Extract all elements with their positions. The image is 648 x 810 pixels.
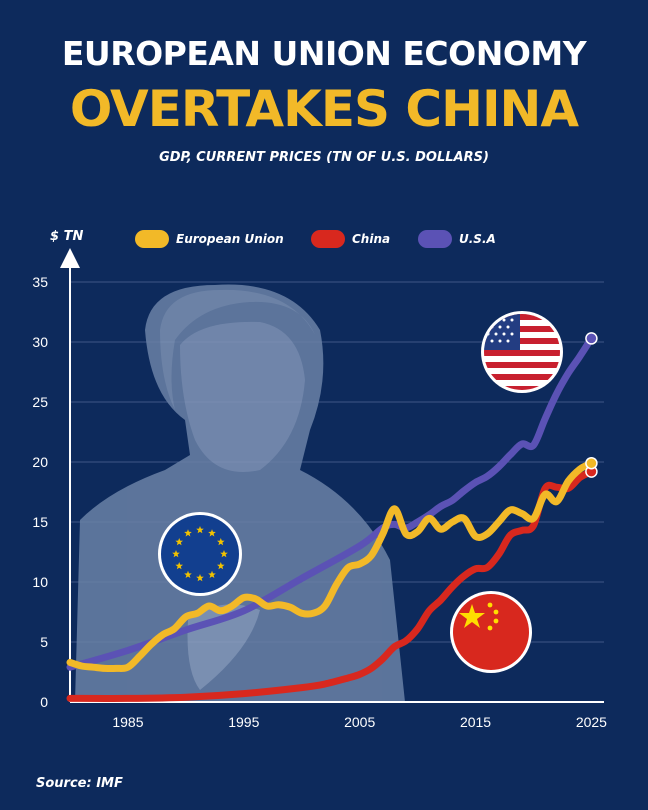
x-tick-label: 2015 — [460, 714, 491, 730]
legend-label-eu: European Union — [176, 232, 284, 246]
legend-label-usa: U.S.A — [459, 232, 496, 246]
y-tick-label: 20 — [32, 454, 48, 470]
legend-swatch-china — [311, 230, 345, 248]
eu-star — [175, 562, 183, 570]
eu-star — [172, 550, 180, 558]
eu-star — [220, 550, 228, 558]
end-point-usa — [585, 332, 598, 345]
eu-star — [184, 570, 192, 578]
eu-star — [184, 529, 192, 537]
eu-star — [175, 538, 183, 546]
y-tick-label: 10 — [32, 574, 48, 590]
eu-star — [208, 570, 216, 578]
legend-swatch-usa — [418, 230, 452, 248]
legend-swatch-eu — [135, 230, 169, 248]
usa-flag-icon — [481, 311, 563, 393]
legend-label-china: China — [352, 232, 390, 246]
x-tick-label: 2025 — [576, 714, 607, 730]
eu-star — [217, 562, 225, 570]
x-tick-label: 2005 — [344, 714, 375, 730]
eu-star — [196, 526, 204, 534]
y-tick-label: 15 — [32, 514, 48, 530]
y-tick-label: 5 — [40, 634, 48, 650]
legend-item-eu: European Union — [135, 230, 284, 248]
series-lines — [66, 332, 598, 702]
eu-flag-icon — [158, 512, 242, 596]
title-line-2: OVERTAKES CHINA — [69, 80, 579, 138]
x-tick-label: 1985 — [112, 714, 143, 730]
x-tick-label: 1995 — [228, 714, 259, 730]
person-photo — [75, 284, 405, 702]
legend: European Union China U.S.A — [135, 230, 496, 248]
y-tick-label: 35 — [32, 274, 48, 290]
chart-subtitle: GDP, CURRENT PRICES (TN OF U.S. DOLLARS) — [159, 150, 489, 165]
series-line-eu — [66, 459, 595, 673]
y-axis-label: $ TN — [50, 229, 83, 244]
title-line-1: EUROPEAN UNION ECONOMY — [61, 34, 587, 73]
eu-star — [208, 529, 216, 537]
end-point-eu — [585, 456, 598, 470]
source-note: Source: IMF — [36, 776, 123, 791]
legend-item-china: China — [311, 230, 390, 248]
legend-item-usa: U.S.A — [418, 230, 496, 248]
y-tick-label: 0 — [40, 694, 48, 710]
x-tick-labels: 1985 1995 2005 2015 2025 — [112, 714, 607, 730]
eu-star — [217, 538, 225, 546]
series-line-usa — [66, 334, 595, 671]
eu-star — [196, 574, 204, 582]
y-tick-label: 25 — [32, 394, 48, 410]
y-tick-label: 30 — [32, 334, 48, 350]
china-flag-icon — [450, 591, 532, 673]
y-tick-labels: 0 5 10 15 20 25 30 35 — [32, 274, 48, 710]
